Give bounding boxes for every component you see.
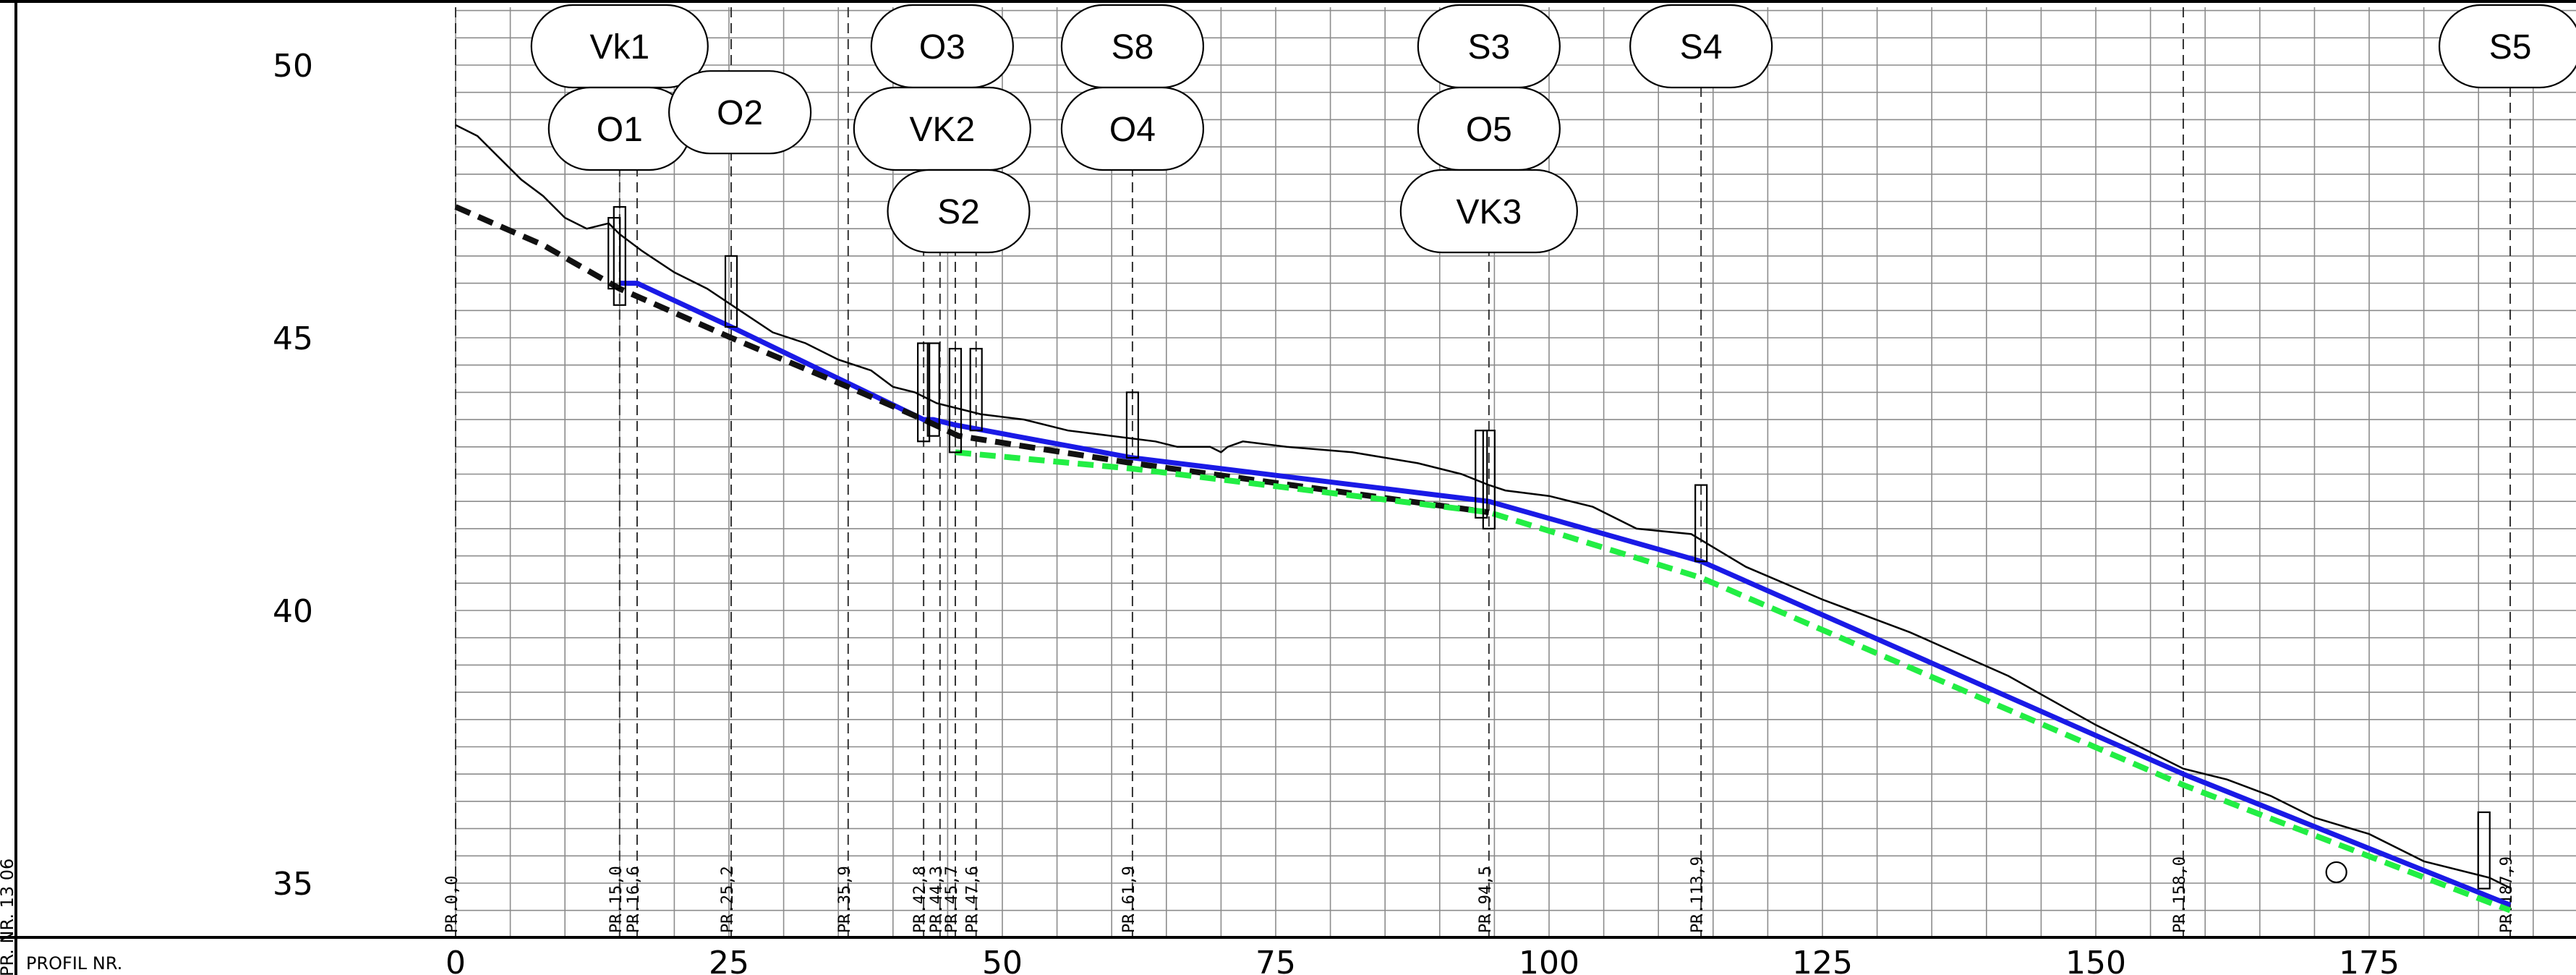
y-tick-label: 40 [273, 593, 313, 630]
node-label: S5 [2489, 28, 2532, 67]
circle-marker [2325, 861, 2347, 884]
marker-rect [613, 205, 626, 306]
marker-rect [2477, 811, 2491, 890]
node-shape [1060, 86, 1205, 171]
node-label: O3 [919, 28, 965, 67]
dashed-profile-line [955, 449, 2512, 914]
x-tick-label: 75 [1255, 945, 1296, 975]
marker-rect [1475, 430, 1488, 519]
marker-rect [1125, 391, 1140, 459]
station-label: PR.16,6 [625, 866, 643, 933]
station-label: PR.25,2 [719, 866, 737, 933]
marker-rect [969, 347, 983, 432]
x-tick-label: 150 [2065, 945, 2126, 975]
node-shape [1629, 4, 1773, 89]
markers [607, 205, 2491, 890]
station-label: PR.0,0 [443, 876, 461, 933]
y-tick-label: 50 [273, 48, 313, 85]
node-label: Vk1 [589, 28, 649, 67]
node-label: S3 [1467, 28, 1510, 67]
node-label: O2 [717, 94, 763, 132]
node-label: O5 [1466, 111, 1512, 149]
node-label: O1 [597, 111, 643, 149]
left-edge-fragment: PR. NR. 13 06 [0, 859, 17, 975]
dashed-profile-line [454, 204, 1490, 516]
solid-profile-line [619, 281, 2512, 908]
node-shape [1399, 169, 1578, 254]
profile-lines [454, 124, 2512, 914]
x-tick-label: 100 [1519, 945, 1579, 975]
x-tick-label: 175 [2339, 945, 2400, 975]
station-label: PR.44,3 [928, 866, 946, 933]
marker-rect [917, 342, 931, 443]
marker-rect [724, 255, 738, 328]
station-label: PR.158,0 [2171, 856, 2189, 933]
station-label: PR.113,9 [1689, 856, 1707, 933]
station-label: PR.94,5 [1477, 866, 1495, 933]
node-shape [668, 70, 812, 155]
station-label: PR.187,9 [2498, 856, 2516, 933]
y-tick-label: 35 [273, 866, 313, 903]
node-labels: Vk1 O1 O2 O3 VK2 S2 S8 O4 S3 O5 VK3 S4 S5 [530, 4, 2576, 254]
y-tick-label: 45 [273, 320, 313, 357]
station-label: PR.45,7 [943, 866, 961, 933]
node-shape [887, 169, 1031, 254]
marker-rect [948, 347, 963, 454]
x-tick-label: 25 [709, 945, 749, 975]
marker-rect [926, 342, 940, 437]
station-label: PR.42,8 [911, 866, 929, 933]
marker-rect [1694, 484, 1708, 563]
node-label: S2 [937, 193, 980, 231]
station-label: PR.61,9 [1120, 866, 1138, 933]
node-label: VK3 [1456, 193, 1522, 231]
station-label: PR.35,9 [836, 866, 854, 933]
node-shape [2438, 4, 2576, 89]
node-label: VK2 [909, 111, 975, 149]
station-label: PR.47,6 [964, 866, 982, 933]
node-label: O4 [1109, 111, 1156, 149]
terrain-line [455, 124, 2512, 890]
x-tick-label: 0 [445, 945, 466, 975]
station-lines: PR.0,0 PR.15,0 PR.16,6 PR.25,2 PR.35,9 PR.42,… [443, 7, 2516, 937]
node-label: S8 [1112, 28, 1154, 67]
x-tick-label: 50 [982, 945, 1023, 975]
node-label: S4 [1680, 28, 1723, 67]
footer-label: PROFIL NR. [26, 953, 122, 974]
marker-rect [1482, 430, 1496, 529]
x-tick-label: 125 [1792, 945, 1853, 975]
station-label: PR.15,0 [607, 866, 626, 933]
